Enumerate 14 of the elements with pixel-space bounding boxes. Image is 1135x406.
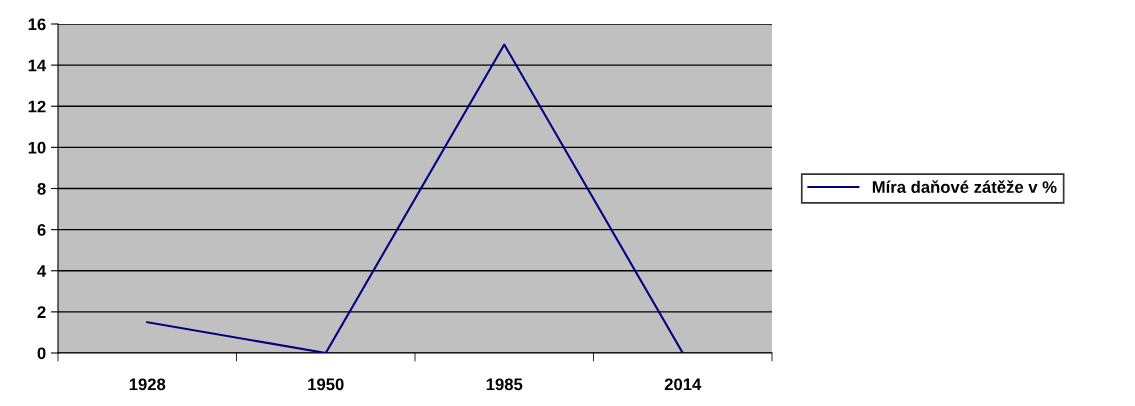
y-tick-label: 6 (37, 224, 46, 236)
x-tick-label: 1985 (486, 378, 523, 391)
y-tick-label: 8 (37, 182, 46, 195)
y-tick-label: 14 (28, 59, 47, 72)
y-tick-label: 2 (37, 306, 46, 318)
x-tick-label: 1950 (308, 378, 344, 391)
y-tick-label: 10 (28, 141, 46, 154)
y-tick-label: 12 (28, 100, 46, 113)
y-tick-label: 16 (28, 18, 46, 31)
y-tick-label: 0 (37, 347, 46, 360)
x-tick-label: 2014 (664, 378, 702, 391)
y-tick-label: 4 (37, 265, 47, 277)
x-tick-label: 1928 (129, 378, 166, 391)
legend-label: Míra daňové zátěže v % (872, 180, 1057, 193)
